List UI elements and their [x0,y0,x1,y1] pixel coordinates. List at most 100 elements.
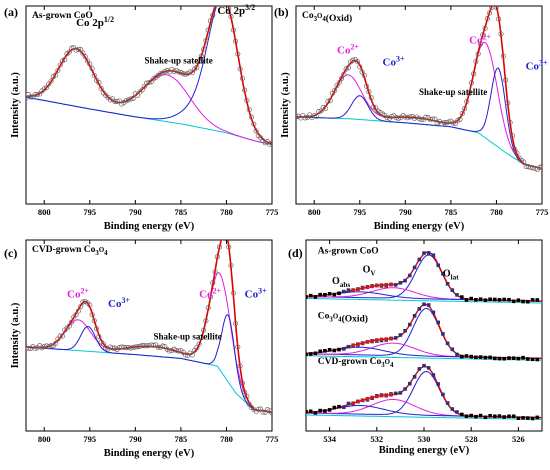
data-point [269,140,272,146]
x-tick-label: 785 [445,207,458,217]
data-point [189,352,195,358]
data-point [488,414,492,418]
data-point [478,297,483,301]
y-axis-title: Intensity (a.u.) [10,72,21,138]
data-point [125,97,132,103]
data-point [511,299,516,304]
data-point [417,257,422,262]
data-point [332,348,337,353]
data-point [511,356,516,360]
data-point [323,105,329,111]
data-point [488,355,492,360]
data-point [342,289,346,294]
data-point [48,78,54,84]
data-point [103,345,109,351]
annotation-label: Co2+ [337,43,359,57]
x-tick-label: 795 [353,207,366,217]
data-point [368,95,374,101]
data-point [82,54,88,60]
data-point [474,414,478,419]
x-tick-label: 795 [83,207,96,217]
data-point [32,345,38,352]
fit-envelope-line [306,251,542,302]
data-point [198,335,204,341]
data-point [308,409,313,414]
data-point [356,399,360,404]
fit-component-line [306,370,542,419]
data-point [526,416,530,420]
data-point [455,293,459,297]
data-point [332,292,337,297]
data-point [450,288,455,292]
data-point [345,65,351,71]
data-point [417,367,422,371]
data-point [539,164,542,170]
data-point [222,231,226,235]
x-tick-label: 790 [399,207,412,217]
x-tick-label: 780 [220,207,233,217]
data-point [460,412,464,417]
x-tick-label: 534 [323,434,337,444]
data-point [393,391,398,396]
data-point [469,354,473,359]
data-point [233,320,239,327]
data-point [214,254,220,260]
data-point [296,114,299,120]
data-point [403,278,407,283]
data-point [477,41,484,47]
data-point [403,387,407,391]
data-point [464,354,469,358]
data-point [201,327,207,333]
data-point [365,340,370,344]
fit-component-line [296,67,542,169]
data-point [351,401,355,405]
data-point [526,299,530,304]
sample-label: As-grown CoO [32,11,93,21]
data-point [431,373,436,377]
fit-component-line [306,254,542,302]
annotation-label: Co3+ [245,286,267,300]
data-point [474,355,478,360]
x-tick-label: 795 [83,434,96,444]
fit-component-line [26,313,272,413]
plot-area [296,6,542,172]
data-point [398,281,403,285]
data-point [144,80,150,86]
data-point [484,16,490,22]
data-point [502,297,506,302]
data-point [78,303,84,309]
plot-area [26,231,272,416]
data-point [497,414,502,418]
data-point [375,283,379,288]
data-point [379,393,384,398]
annotation-label: Co3+ [383,54,405,68]
data-point [460,295,464,299]
data-point [537,164,542,170]
x-tick-label: 526 [512,434,525,444]
data-point [478,413,483,418]
x-tick-label: 800 [38,207,51,217]
data-point [493,6,499,10]
data-point [351,288,355,292]
data-point [441,392,445,397]
x-tick-label: 780 [220,434,233,444]
data-point [235,51,241,57]
data-point [73,312,79,318]
data-point [426,303,431,307]
data-point [346,401,351,406]
data-point [341,71,347,77]
data-point [360,286,365,290]
data-point [230,27,236,33]
data-point [379,283,384,287]
data-point [431,310,436,315]
x-axis-title: Binding energy (eV) [374,221,465,232]
data-point [123,98,129,104]
data-point [189,70,195,76]
data-point [69,45,75,51]
data-point [468,80,474,86]
data-point [431,253,436,257]
data-point [530,357,535,362]
annotation-label: Oabs [332,276,350,289]
data-point [505,100,511,106]
